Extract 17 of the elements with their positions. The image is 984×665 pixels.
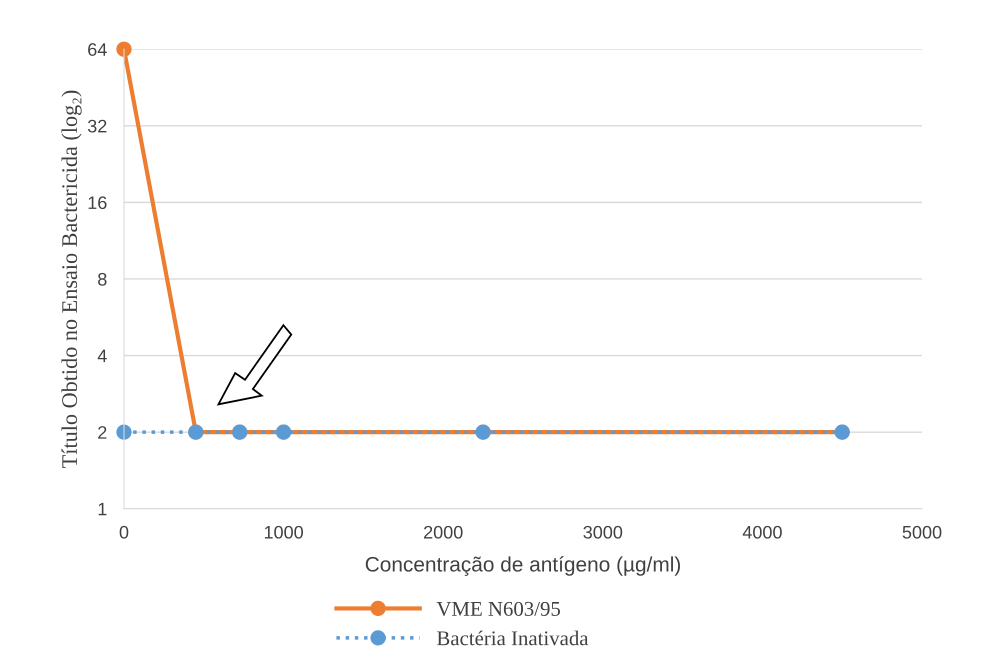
y-axis-title: Título Obtido no Ensaio Bactericida (log₂)	[61, 90, 82, 468]
x-tick-label: 2000	[424, 526, 463, 539]
y-tick-label: 8	[98, 272, 107, 286]
y-tick-label: 4	[98, 350, 107, 362]
y-tick-label: 1	[98, 502, 106, 516]
x-tick-label: 1000	[264, 526, 303, 539]
y-tick-label: 32	[88, 120, 106, 133]
x-tick-label: 0	[120, 526, 128, 539]
x-tick-label: 4000	[742, 526, 782, 539]
x-tick-label: 5000	[902, 526, 942, 539]
legend-label: Bactéria Inativada	[437, 630, 588, 646]
y-tick-label: 64	[88, 43, 107, 56]
x-tick-label: 3000	[583, 526, 622, 539]
x-axis-title: Concentração de antígeno (µg/ml)	[366, 556, 680, 576]
legend-label: VME N603/95	[436, 602, 560, 616]
y-tick-label: 16	[88, 196, 107, 210]
y-tick-label: 2	[98, 426, 106, 439]
